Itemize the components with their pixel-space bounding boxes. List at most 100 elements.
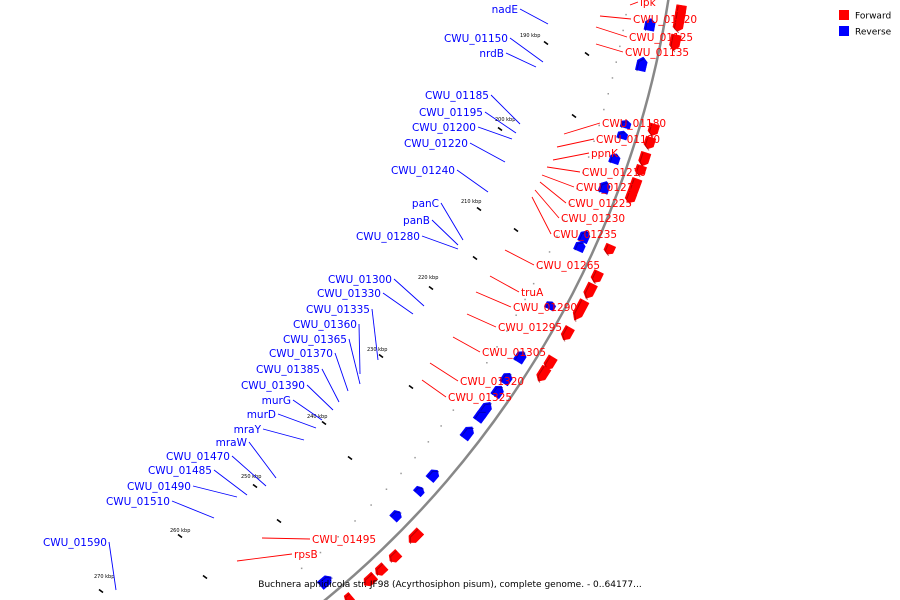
reverse-gene-label-panc[interactable]: panC	[412, 198, 439, 210]
reverse-gene-arrow[interactable]	[316, 575, 332, 590]
forward-gene-label-cwu-01295[interactable]: CWU_01295	[498, 322, 562, 334]
forward-gene-leader-ipk	[629, 1, 639, 6]
forward-gene-arrow[interactable]	[408, 527, 425, 543]
reverse-gene-label-cwu-01200[interactable]: CWU_01200	[412, 122, 476, 134]
reverse-gene-label-cwu-01335[interactable]: CWU_01335	[306, 304, 370, 316]
forward-gene-label-cwu-01180[interactable]: CWU_01180	[602, 118, 666, 130]
reverse-gene-label-cwu-01390[interactable]: CWU_01390	[241, 380, 305, 392]
forward-gene-label-cwu-01320[interactable]: CWU_01320	[460, 376, 524, 388]
reverse-gene-label-cwu-01490[interactable]: CWU_01490	[127, 481, 191, 493]
forward-gene-label-cwu-01235[interactable]: CWU_01235	[553, 229, 617, 241]
forward-gene-label-cwu-01120[interactable]: CWU_01120	[633, 14, 697, 26]
reverse-gene-label-cwu-01370[interactable]: CWU_01370	[269, 348, 333, 360]
forward-gene-label-ppnk[interactable]: ppnK	[591, 148, 619, 160]
reverse-gene-label-mraw[interactable]: mraW	[216, 437, 248, 449]
tick-mark	[543, 40, 549, 46]
reverse-gene-label-panb[interactable]: panB	[403, 215, 430, 227]
reverse-gene-label-cwu-01150[interactable]: CWU_01150	[444, 33, 508, 45]
backbone-arc	[323, 0, 670, 600]
reverse-gene-leader-cwu-01590	[108, 541, 117, 591]
reverse-gene-label-cwu-01365[interactable]: CWU_01365	[283, 334, 347, 346]
gene-labels: ipk CWU_01120 CWU_01125 CWU_01135 CWU_01180 C…	[43, 0, 697, 591]
reverse-gene-arrow-shade	[617, 132, 626, 139]
forward-gene-label-rpsb[interactable]: rpsB	[294, 549, 318, 561]
reverse-gene-label-nrdb[interactable]: nrdB	[479, 48, 504, 60]
forward-gene-label-cwu-01215[interactable]: CWU_01215	[576, 182, 640, 194]
track-dot	[548, 251, 551, 253]
forward-gene-label-cwu-01265[interactable]: CWU_01265	[536, 260, 600, 272]
tick-label: 260 kbp	[170, 528, 190, 534]
forward-gene-arrow[interactable]	[572, 298, 590, 321]
track-dot	[611, 77, 614, 79]
reverse-gene-label-mray[interactable]: mraY	[234, 424, 262, 436]
reverse-gene-label-murg[interactable]: murG	[262, 395, 291, 407]
reverse-gene-label-cwu-01590[interactable]: CWU_01590	[43, 537, 107, 549]
reverse-gene-label-cwu-01220[interactable]: CWU_01220	[404, 138, 468, 150]
reverse-gene-leader-cwu-01280	[421, 235, 459, 250]
reverse-gene-label-cwu-01360[interactable]: CWU_01360	[293, 319, 357, 331]
reverse-gene-leader-nrdb	[505, 52, 537, 68]
forward-gene-arrow[interactable]	[638, 150, 652, 167]
forward-gene-label-cwu-01305[interactable]: CWU_01305	[482, 347, 546, 359]
reverse-gene-label-murd[interactable]: murD	[247, 409, 276, 421]
reverse-gene-label-cwu-01485[interactable]: CWU_01485	[148, 465, 212, 477]
forward-gene-arrow-shade	[376, 563, 384, 576]
forward-gene-label-cwu-01190[interactable]: CWU_01190	[596, 134, 660, 146]
forward-gene-label-cwu-01225[interactable]: CWU_01225	[568, 198, 632, 210]
reverse-gene-arrow-shade	[390, 511, 402, 518]
reverse-gene-label-nade[interactable]: nadE	[492, 4, 518, 16]
forward-gene-arrow[interactable]	[603, 242, 617, 255]
forward-gene-leader-cwu-01190	[556, 138, 595, 148]
forward-gene-label-ipk[interactable]: ipk	[640, 0, 657, 9]
forward-gene-label-cwu-01290[interactable]: CWU_01290	[513, 302, 577, 314]
forward-gene-leader-cwu-01180	[563, 122, 601, 135]
forward-gene-arrow[interactable]	[536, 364, 552, 382]
reverse-gene-arrow-shade	[491, 387, 504, 395]
track-dot	[598, 124, 600, 127]
forward-gene-leader-cwu-01215	[541, 174, 575, 188]
reverse-gene-label-cwu-01240[interactable]: CWU_01240	[391, 165, 455, 177]
tick-label: 210 kbp	[461, 199, 481, 205]
reverse-gene-label-cwu-01385[interactable]: CWU_01385	[256, 364, 320, 376]
forward-gene-arrow[interactable]	[583, 281, 598, 299]
forward-gene-label-cwu-01230[interactable]: CWU_01230	[561, 213, 625, 225]
tick-mark	[408, 384, 414, 390]
track-dot	[532, 282, 535, 285]
reverse-gene-label-cwu-01510[interactable]: CWU_01510	[106, 496, 170, 508]
reverse-gene-label-cwu-01300[interactable]: CWU_01300	[328, 274, 392, 286]
reverse-gene-label-cwu-01185[interactable]: CWU_01185	[425, 90, 489, 102]
forward-gene-leader-cwu-01320	[429, 362, 459, 382]
forward-gene-arrow-shade	[625, 192, 631, 205]
forward-gene-arrow[interactable]	[560, 324, 575, 341]
reverse-gene-label-cwu-01470[interactable]: CWU_01470	[166, 451, 230, 463]
forward-gene-label-cwu-01495[interactable]: CWU_01495	[312, 534, 376, 546]
forward-gene-label-trua[interactable]: truA	[521, 287, 544, 299]
tick-mark	[476, 206, 482, 212]
forward-gene-arrow-shade	[604, 244, 610, 257]
forward-gene-leader-trua	[489, 275, 520, 293]
forward-gene-arrow-shade	[648, 124, 654, 138]
reverse-gene-leader-cwu-01485	[213, 469, 248, 496]
reverse-gene-arrow-shade	[636, 58, 646, 72]
reverse-gene-label-cwu-01330[interactable]: CWU_01330	[317, 288, 381, 300]
track-dot	[615, 61, 617, 63]
forward-gene-arrow-shade	[673, 20, 680, 34]
legend-forward-swatch	[839, 10, 849, 20]
tick-mark	[202, 574, 208, 580]
forward-gene-label-cwu-01210[interactable]: CWU_01210	[582, 167, 646, 179]
track-dot	[486, 362, 488, 364]
forward-gene-arrow[interactable]	[590, 269, 604, 283]
forward-gene-label-cwu-01135[interactable]: CWU_01135	[625, 47, 689, 59]
forward-gene-arrow-shade	[644, 137, 650, 151]
forward-gene-leader-cwu-01120	[599, 15, 632, 20]
forward-gene-label-cwu-01325[interactable]: CWU_01325	[448, 392, 512, 404]
legend: Forward Reverse	[839, 10, 892, 38]
track-dot	[524, 298, 526, 301]
reverse-gene-label-cwu-01280[interactable]: CWU_01280	[356, 231, 420, 243]
tick-mark	[571, 113, 577, 119]
reverse-gene-label-cwu-01195[interactable]: CWU_01195	[419, 107, 483, 119]
legend-reverse-swatch	[839, 26, 849, 36]
forward-gene-label-cwu-01125[interactable]: CWU_01125	[629, 32, 693, 44]
reverse-gene-arrow-shade	[609, 154, 619, 164]
